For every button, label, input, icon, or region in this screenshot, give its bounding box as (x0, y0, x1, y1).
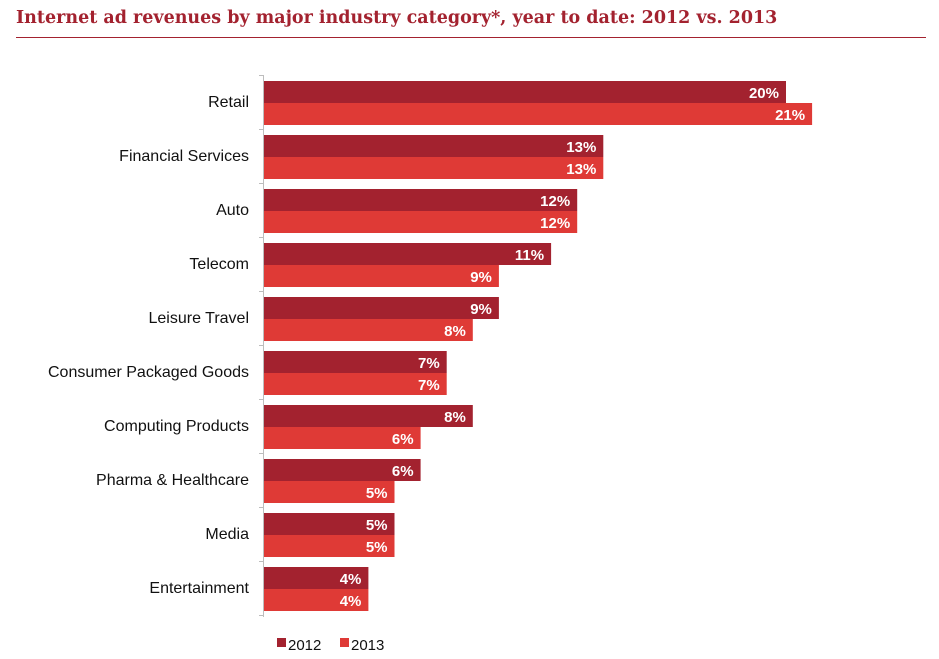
legend-label: 2013 (351, 637, 384, 654)
value-label: 12% (540, 215, 570, 232)
bar-2012 (264, 189, 578, 211)
bar-2012 (264, 135, 604, 157)
category-label: Computing Products (104, 418, 249, 435)
y-axis-ticks (259, 75, 264, 616)
bar-2013 (264, 103, 813, 125)
bar-2013 (264, 589, 369, 611)
bar-2012 (264, 459, 421, 481)
category-label: Retail (208, 94, 249, 111)
category-label: Media (205, 526, 249, 543)
value-label: 11% (515, 247, 544, 264)
bar-2012 (264, 243, 552, 265)
bar-2013 (264, 211, 578, 233)
value-label: 4% (340, 593, 362, 610)
category-label: Pharma & Healthcare (96, 472, 249, 489)
bar-2012 (264, 513, 395, 535)
bar-2013 (264, 373, 447, 395)
category-labels-group: Retail Financial Services Auto Telecom Leisu… (48, 94, 250, 597)
bar-2012 (264, 81, 786, 103)
category-label: Entertainment (149, 580, 249, 597)
value-label: 12% (540, 193, 570, 210)
category-label: Consumer Packaged Goods (48, 364, 249, 381)
value-label: 13% (566, 161, 596, 178)
bar-2013 (264, 427, 421, 449)
category-label: Auto (216, 202, 249, 219)
value-label: 13% (566, 139, 596, 156)
bar-2012 (264, 297, 499, 319)
value-label: 6% (392, 431, 414, 448)
value-label: 8% (444, 409, 466, 426)
bar-2013 (264, 265, 499, 287)
value-label: 5% (366, 539, 388, 556)
bar-2012 (264, 567, 369, 589)
chart-title: Internet ad revenues by major industry c… (16, 8, 778, 28)
category-label: Telecom (189, 256, 249, 273)
value-label: 5% (366, 517, 388, 534)
legend-swatch (277, 638, 286, 647)
bar-2013 (264, 319, 473, 341)
category-label: Financial Services (119, 148, 249, 165)
value-label: 7% (418, 355, 440, 372)
value-labels-group: 20%21%13%13%12%12%11%9%9%8%7%7%8%6%6%5%5… (340, 85, 805, 610)
value-label: 9% (470, 301, 492, 318)
value-label: 20% (749, 85, 779, 102)
bar-2012 (264, 351, 447, 373)
category-label: Leisure Travel (149, 310, 250, 327)
bar-2013 (264, 535, 395, 557)
legend-label: 2012 (288, 637, 321, 654)
value-label: 21% (775, 107, 805, 124)
value-label: 8% (444, 323, 466, 340)
value-label: 4% (340, 571, 362, 588)
value-label: 5% (366, 485, 388, 502)
bar-2013 (264, 481, 395, 503)
value-label: 6% (392, 463, 414, 480)
title-divider (16, 37, 926, 38)
legend: 2012 2013 (277, 637, 384, 654)
value-label: 9% (470, 269, 492, 286)
value-label: 7% (418, 377, 440, 394)
bar-2013 (264, 157, 604, 179)
bar-2012 (264, 405, 473, 427)
legend-swatch (340, 638, 349, 647)
bars-group (264, 81, 813, 611)
